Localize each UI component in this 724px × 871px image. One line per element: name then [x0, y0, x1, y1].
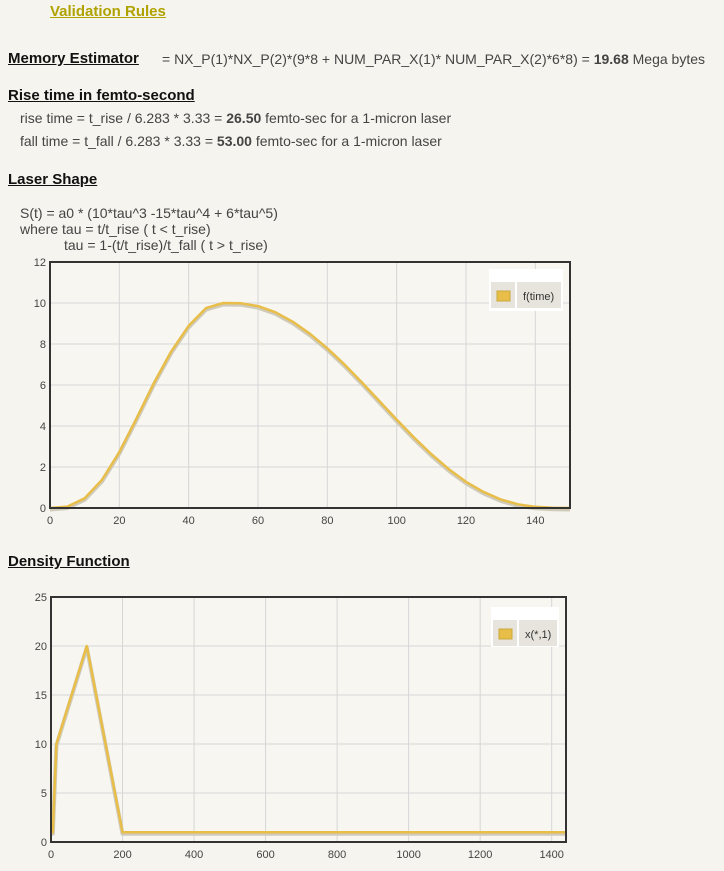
density-chart-data-point [121, 831, 124, 833]
density-function-chart: 0 200 400 600 800 1000 1200 1400 0 5 10 15 20 25 x(*,1… [35, 592, 567, 861]
density-chart-y-tick-label: 15 [35, 690, 47, 702]
laser-chart-x-tick-label: 80 [321, 515, 333, 527]
laser-chart-y-tick-label: 4 [40, 421, 46, 433]
memory-unit: Mega bytes [632, 51, 706, 67]
density-chart-x-tick-label: 600 [256, 849, 274, 861]
laser-chart-data-point [101, 479, 103, 481]
laser-chart-legend-swatch [496, 290, 511, 302]
density-chart-y-tick-label: 10 [35, 739, 47, 751]
laser-chart-data-point [309, 332, 311, 335]
memory-estimator-line: = NX_P(1)*NX_P(2)*(9*8 + NUM_PAR_X(1)* N… [162, 51, 705, 67]
density-chart-y-tick-label: 25 [35, 592, 47, 604]
laser-chart-data-point [499, 498, 502, 501]
density-chart-plot-area [51, 597, 566, 842]
density-chart-data-point [85, 645, 88, 647]
laser-shape-heading: Laser Shape [8, 171, 98, 188]
laser-chart-y-tick-label: 8 [40, 339, 46, 351]
laser-chart-data-point [66, 505, 69, 508]
laser-chart-data-point [153, 382, 155, 384]
fall-unit: femto-sec for a 1-micron laser [255, 133, 442, 149]
density-function-heading: Density Function [8, 553, 130, 570]
laser-chart-y-tick-label: 2 [40, 462, 46, 474]
rise-time-line: rise time = t_rise / 6.283 * 3.33 = 26.5… [20, 110, 451, 126]
laser-chart-data-point [239, 302, 242, 305]
validation-rules-link[interactable]: Validation Rules [50, 3, 166, 20]
laser-chart-x-tick-label: 60 [252, 515, 264, 527]
laser-chart-data-point [395, 418, 398, 421]
memory-estimator-heading: Memory Estimator [8, 50, 139, 67]
laser-chart-data-point [343, 363, 346, 366]
laser-chart-data-point [361, 381, 363, 384]
density-chart-data-point [123, 831, 126, 833]
density-chart-data-point [51, 831, 54, 833]
laser-chart-data-point [205, 307, 207, 309]
laser-chart-data-point [482, 491, 485, 493]
laser-chart-data-point [274, 311, 277, 314]
memory-value: 19.68 [593, 51, 629, 67]
laser-chart-x-tick-label: 0 [47, 515, 53, 527]
laser-chart-x-tick-label: 20 [113, 515, 125, 527]
rise-value: 26.50 [226, 110, 262, 126]
laser-tau-rise: where tau = t/t_rise ( t < t_rise) [20, 221, 211, 237]
laser-chart-x-tick-label: 120 [457, 515, 475, 527]
density-chart-y-tick-label: 20 [35, 641, 47, 653]
laser-chart-x-tick-label: 40 [183, 515, 195, 527]
density-chart-y-tick-label: 5 [41, 788, 47, 800]
laser-chart-data-point [83, 497, 86, 499]
density-chart-x-tick-label: 200 [113, 849, 131, 861]
density-chart-legend-label-bg [519, 620, 557, 646]
laser-tau-fall: tau = 1-(t/t_rise)/t_fall ( t > t_rise) [64, 237, 268, 253]
laser-chart-y-tick-label: 6 [40, 380, 46, 392]
laser-chart-data-point [222, 302, 225, 304]
laser-shape-chart: 0 20 40 60 80 100 120 140 0 2 4 6 8 10 12 f(time) [34, 257, 571, 527]
fall-formula: fall time = t_fall / 6.283 * 3.33 = [20, 133, 214, 149]
laser-chart-data-point [135, 417, 138, 420]
laser-chart-data-point [257, 305, 259, 307]
laser-chart-frame [49, 261, 571, 509]
density-chart-legend-label: x(*,1) [525, 629, 551, 641]
density-chart-legend-swatch [498, 628, 513, 640]
laser-chart-y-tick-label: 0 [40, 503, 46, 515]
laser-chart-data-point [430, 453, 433, 455]
density-chart-frame [50, 596, 567, 843]
laser-chart-data-point [118, 451, 121, 454]
laser-chart-y-tick-label: 10 [34, 298, 46, 310]
laser-chart-data-point [413, 436, 415, 439]
memory-formula: = NX_P(1)*NX_P(2)*(9*8 + NUM_PAR_X(1)* N… [162, 51, 590, 67]
density-chart-x-tick-label: 1200 [468, 849, 492, 861]
laser-equation: S(t) = a0 * (10*tau^3 -15*tau^4 + 6*tau^… [20, 205, 278, 221]
laser-chart-data-point [465, 480, 467, 483]
laser-chart-x-tick-label: 100 [387, 515, 405, 527]
density-chart-x-tick-label: 1000 [396, 849, 420, 861]
laser-chart-data-point [517, 503, 519, 506]
rise-unit: femto-sec for a 1-micron laser [265, 110, 452, 126]
density-chart-x-tick-label: 1400 [539, 849, 563, 861]
fall-value: 53.00 [216, 133, 252, 149]
density-chart-data-point [55, 743, 58, 745]
density-chart-x-tick-label: 400 [185, 849, 203, 861]
laser-chart-x-tick-label: 140 [526, 515, 544, 527]
density-chart-x-tick-label: 0 [48, 849, 54, 861]
laser-chart-data-point [187, 324, 190, 327]
rise-formula: rise time = t_rise / 6.283 * 3.33 = [20, 110, 223, 126]
laser-chart-data-point [170, 350, 173, 353]
laser-chart-data-point [291, 320, 294, 323]
rise-time-heading: Rise time in femto-second [8, 87, 195, 104]
density-chart-x-tick-label: 800 [328, 849, 346, 861]
fall-time-line: fall time = t_fall / 6.283 * 3.33 = 53.0… [20, 133, 442, 149]
laser-chart-legend-label: f(time) [523, 291, 554, 303]
laser-chart-data-point [326, 347, 329, 350]
laser-chart-data-point [447, 468, 450, 470]
laser-chart-y-tick-label: 12 [34, 257, 46, 269]
laser-chart-data-point [378, 400, 381, 402]
density-chart-y-tick-label: 0 [41, 837, 47, 849]
laser-chart-legend-label-bg [517, 282, 561, 308]
